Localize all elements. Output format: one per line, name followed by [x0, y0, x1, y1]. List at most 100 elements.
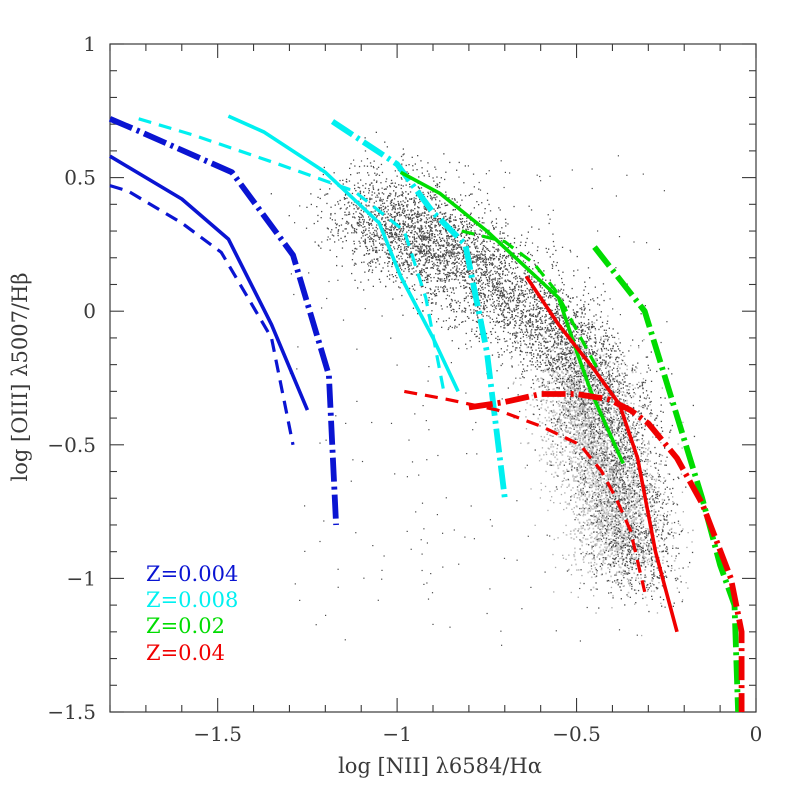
galaxy-point: [610, 586, 613, 589]
galaxy-point: [615, 527, 617, 529]
galaxy-point: [574, 339, 576, 341]
galaxy-point: [580, 406, 583, 408]
galaxy-point: [595, 354, 597, 357]
galaxy-point: [354, 262, 356, 264]
galaxy-point: [507, 302, 509, 305]
galaxy-point: [575, 360, 577, 362]
galaxy-point: [540, 377, 542, 380]
galaxy-point: [625, 513, 628, 515]
galaxy-point: [556, 346, 558, 349]
galaxy-point: [617, 514, 619, 516]
galaxy-point: [614, 475, 617, 478]
galaxy-point: [559, 343, 562, 345]
galaxy-point: [469, 309, 472, 311]
galaxy-point: [671, 522, 673, 525]
galaxy-point: [622, 436, 625, 439]
galaxy-point: [586, 442, 589, 445]
galaxy-point: [621, 497, 624, 499]
galaxy-point: [458, 323, 460, 326]
galaxy-point: [608, 580, 611, 582]
galaxy-point: [590, 466, 592, 469]
galaxy-point: [614, 532, 617, 534]
galaxy-point: [622, 434, 624, 436]
galaxy-point: [475, 261, 477, 263]
galaxy-point: [564, 397, 567, 400]
galaxy-point: [557, 537, 559, 539]
galaxy-point: [638, 513, 640, 515]
galaxy-point: [595, 392, 597, 394]
galaxy-point: [591, 475, 594, 477]
galaxy-point: [578, 424, 581, 427]
galaxy-point: [651, 525, 654, 527]
galaxy-point: [629, 555, 632, 558]
galaxy-point: [641, 452, 643, 454]
galaxy-point: [564, 341, 566, 343]
galaxy-point: [583, 483, 585, 485]
galaxy-point: [627, 479, 629, 482]
galaxy-point: [623, 473, 625, 475]
galaxy-point: [598, 462, 601, 464]
galaxy-point: [638, 347, 640, 349]
galaxy-point: [626, 444, 628, 446]
galaxy-point: [571, 397, 574, 399]
galaxy-point: [575, 411, 577, 413]
galaxy-point: [561, 454, 564, 456]
galaxy-point: [607, 491, 610, 494]
galaxy-point: [593, 537, 596, 540]
galaxy-point: [601, 465, 603, 467]
galaxy-point: [576, 389, 578, 391]
galaxy-point: [470, 295, 472, 297]
galaxy-point: [403, 215, 406, 217]
galaxy-point: [424, 225, 427, 227]
galaxy-point: [584, 418, 586, 421]
galaxy-point: [436, 196, 438, 198]
galaxy-point: [478, 220, 481, 222]
galaxy-point: [561, 363, 564, 366]
galaxy-point: [685, 582, 687, 584]
galaxy-point: [505, 305, 507, 307]
galaxy-point: [563, 424, 566, 426]
galaxy-point: [594, 466, 596, 469]
galaxy-point: [614, 560, 616, 563]
galaxy-point: [593, 518, 596, 521]
galaxy-point: [372, 285, 374, 287]
galaxy-point: [385, 207, 387, 209]
galaxy-point: [368, 201, 371, 203]
galaxy-point: [427, 241, 430, 243]
galaxy-point: [608, 509, 611, 512]
galaxy-point: [608, 381, 610, 383]
galaxy-point: [561, 430, 563, 432]
galaxy-point: [628, 466, 630, 468]
galaxy-point: [611, 547, 613, 550]
galaxy-point: [585, 425, 587, 427]
galaxy-point: [630, 431, 633, 434]
galaxy-point: [544, 424, 547, 426]
galaxy-point: [596, 410, 598, 412]
galaxy-point: [406, 261, 408, 263]
galaxy-point: [567, 359, 570, 362]
galaxy-point: [585, 371, 587, 373]
galaxy-point: [554, 566, 557, 569]
galaxy-point: [581, 437, 584, 440]
galaxy-point: [548, 349, 550, 351]
galaxy-point: [650, 400, 652, 403]
galaxy-point: [614, 421, 616, 424]
galaxy-point: [603, 400, 606, 403]
galaxy-point: [638, 548, 640, 551]
galaxy-point: [677, 443, 680, 445]
galaxy-point: [565, 355, 567, 358]
galaxy-point: [596, 358, 598, 360]
galaxy-point: [599, 550, 602, 553]
galaxy-point: [524, 299, 526, 301]
galaxy-point: [659, 480, 662, 483]
galaxy-point: [567, 414, 570, 416]
galaxy-point: [632, 512, 634, 514]
galaxy-point: [555, 383, 557, 385]
galaxy-point: [558, 436, 561, 438]
galaxy-point: [587, 367, 589, 369]
galaxy-point: [464, 165, 466, 167]
galaxy-point: [317, 220, 319, 222]
galaxy-point: [595, 409, 598, 411]
galaxy-point: [526, 354, 528, 356]
galaxy-point: [667, 502, 669, 505]
